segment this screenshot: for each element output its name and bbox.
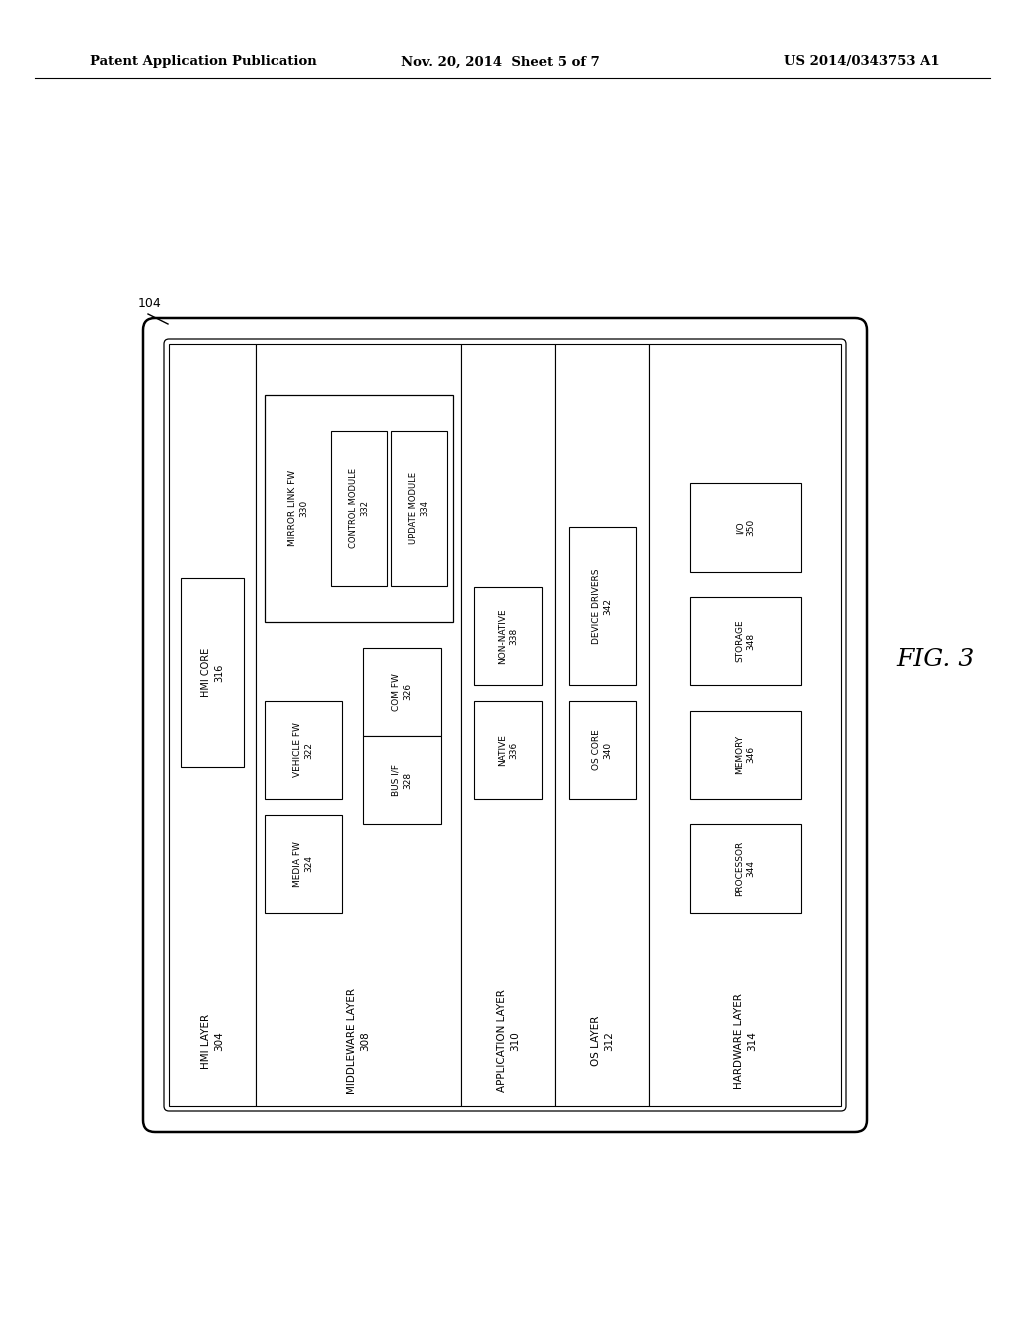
Text: HMI LAYER
304: HMI LAYER 304 bbox=[201, 1014, 224, 1069]
Text: MIDDLEWARE LAYER
308: MIDDLEWARE LAYER 308 bbox=[347, 987, 371, 1094]
Text: HMI CORE
316: HMI CORE 316 bbox=[202, 648, 224, 697]
Bar bbox=[264, 814, 342, 913]
Bar bbox=[169, 345, 256, 1106]
Text: OS CORE
340: OS CORE 340 bbox=[593, 730, 612, 771]
Bar bbox=[391, 430, 447, 586]
FancyBboxPatch shape bbox=[164, 339, 846, 1111]
Text: FIG. 3: FIG. 3 bbox=[896, 648, 974, 672]
FancyBboxPatch shape bbox=[143, 318, 867, 1133]
Text: STORAGE
348: STORAGE 348 bbox=[735, 619, 756, 663]
Bar bbox=[362, 648, 440, 735]
Text: HARDWARE LAYER
314: HARDWARE LAYER 314 bbox=[733, 993, 757, 1089]
Bar bbox=[264, 701, 342, 799]
Text: DEVICE DRIVERS
342: DEVICE DRIVERS 342 bbox=[593, 569, 612, 644]
Bar bbox=[264, 395, 454, 622]
Text: OS LAYER
312: OS LAYER 312 bbox=[591, 1016, 614, 1067]
Bar bbox=[555, 345, 649, 1106]
Bar bbox=[474, 701, 543, 799]
Text: NATIVE
336: NATIVE 336 bbox=[499, 734, 518, 766]
Bar bbox=[649, 345, 841, 1106]
Bar bbox=[474, 587, 543, 685]
Text: Patent Application Publication: Patent Application Publication bbox=[90, 55, 316, 69]
Bar bbox=[690, 597, 801, 685]
Text: MEDIA FW
324: MEDIA FW 324 bbox=[294, 841, 313, 887]
Bar bbox=[568, 701, 636, 799]
Text: UPDATE MODULE
334: UPDATE MODULE 334 bbox=[410, 473, 429, 544]
Bar bbox=[568, 527, 636, 685]
Bar bbox=[256, 345, 462, 1106]
Text: NON-NATIVE
338: NON-NATIVE 338 bbox=[499, 609, 518, 664]
Text: 104: 104 bbox=[138, 297, 162, 310]
Text: I/O
350: I/O 350 bbox=[735, 519, 756, 536]
Bar bbox=[690, 710, 801, 799]
Text: VEHICLE FW
322: VEHICLE FW 322 bbox=[294, 722, 313, 777]
Text: CONTROL MODULE
332: CONTROL MODULE 332 bbox=[349, 469, 369, 548]
Text: MEMORY
346: MEMORY 346 bbox=[735, 735, 756, 775]
Bar bbox=[690, 824, 801, 913]
Bar bbox=[462, 345, 555, 1106]
Text: US 2014/0343753 A1: US 2014/0343753 A1 bbox=[784, 55, 940, 69]
Text: MIRROR LINK FW
330: MIRROR LINK FW 330 bbox=[289, 470, 308, 546]
Text: PROCESSOR
344: PROCESSOR 344 bbox=[735, 841, 756, 896]
Text: Nov. 20, 2014  Sheet 5 of 7: Nov. 20, 2014 Sheet 5 of 7 bbox=[400, 55, 599, 69]
Text: APPLICATION LAYER
310: APPLICATION LAYER 310 bbox=[497, 990, 520, 1093]
Text: BUS I/F
328: BUS I/F 328 bbox=[392, 764, 412, 796]
Bar bbox=[362, 737, 440, 824]
Text: COM FW
326: COM FW 326 bbox=[392, 673, 412, 710]
Bar bbox=[331, 430, 387, 586]
Bar bbox=[690, 483, 801, 572]
Bar bbox=[181, 578, 244, 767]
